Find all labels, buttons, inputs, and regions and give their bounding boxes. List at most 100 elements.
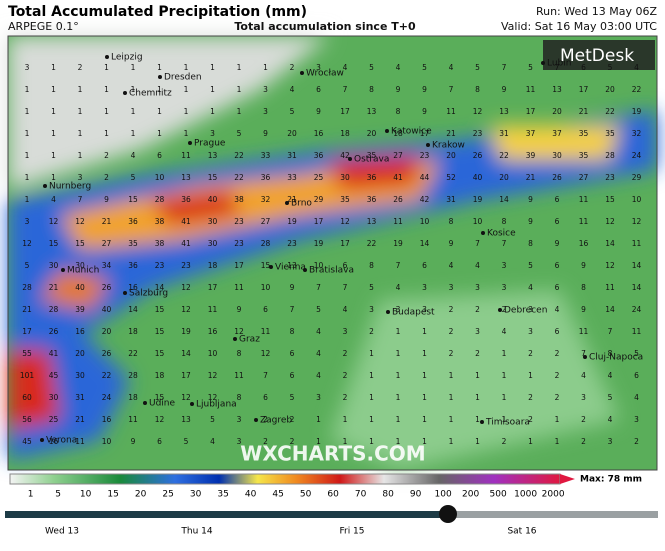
- city-dot: [123, 91, 127, 95]
- grid-value: 5: [634, 349, 639, 358]
- legend-label: 500: [490, 490, 507, 500]
- legend-label: 35: [217, 490, 228, 500]
- grid-value: 25: [49, 415, 59, 424]
- grid-value: 4: [581, 371, 586, 380]
- grid-value: 8: [608, 349, 613, 358]
- grid-value: 12: [181, 393, 191, 402]
- grid-value: 1: [475, 393, 480, 402]
- grid-value: 2: [290, 415, 295, 424]
- grid-value: 21: [22, 305, 32, 314]
- grid-value: 15: [75, 239, 85, 248]
- grid-value: 37: [526, 129, 536, 138]
- grid-value: 12: [261, 349, 271, 358]
- legend-max: Max: 78 mm: [580, 475, 642, 485]
- grid-value: 15: [49, 239, 59, 248]
- grid-value: 16: [314, 129, 324, 138]
- grid-value: 23: [420, 151, 430, 160]
- grid-value: 1: [502, 393, 507, 402]
- grid-value: 3: [25, 217, 30, 226]
- grid-value: 1: [78, 107, 83, 116]
- grid-value: 41: [181, 217, 191, 226]
- grid-value: 38: [234, 195, 244, 204]
- grid-value: 17: [181, 371, 191, 380]
- grid-value: 1: [184, 85, 189, 94]
- grid-value: 23: [605, 173, 615, 182]
- city-dot: [385, 129, 389, 133]
- grid-value: 1: [237, 85, 242, 94]
- grid-value: 14: [155, 283, 165, 292]
- grid-value: 14: [632, 283, 642, 292]
- grid-value: 5: [608, 63, 613, 72]
- grid-value: 9: [528, 217, 533, 226]
- grid-value: 1: [422, 371, 427, 380]
- grid-value: 1: [369, 371, 374, 380]
- grid-value: 7: [555, 63, 560, 72]
- grid-value: 2: [104, 151, 109, 160]
- legend-label: 100: [435, 490, 452, 500]
- grid-value: 19: [473, 195, 483, 204]
- timeline-past: [5, 511, 450, 518]
- grid-value: 2: [104, 173, 109, 182]
- grid-value: 23: [287, 239, 297, 248]
- city-label: Udine: [149, 399, 176, 409]
- grid-value: 4: [634, 63, 639, 72]
- grid-value: 12: [605, 261, 615, 270]
- grid-value: 1: [237, 63, 242, 72]
- grid-value: 9: [449, 239, 454, 248]
- grid-value: 19: [314, 239, 324, 248]
- grid-value: 30: [340, 173, 350, 182]
- grid-value: 15: [155, 393, 165, 402]
- grid-value: 11: [526, 85, 536, 94]
- grid-value: 27: [579, 173, 589, 182]
- grid-value: 27: [261, 217, 271, 226]
- grid-value: 7: [581, 349, 586, 358]
- grid-value: 28: [605, 151, 615, 160]
- grid-value: 13: [367, 217, 377, 226]
- grid-value: 3: [608, 437, 613, 446]
- grid-value: 1: [396, 415, 401, 424]
- grid-value: 7: [290, 305, 295, 314]
- grid-value: 15: [155, 349, 165, 358]
- run: Run: Wed 13 May 06Z: [536, 5, 658, 18]
- grid-value: 44: [420, 173, 430, 182]
- grid-value: 1: [449, 437, 454, 446]
- grid-value: 1: [555, 437, 560, 446]
- city-label: Munich: [67, 266, 99, 276]
- city-label: Ostrava: [354, 155, 389, 165]
- grid-value: 21: [287, 195, 297, 204]
- grid-value: 38: [155, 239, 165, 248]
- grid-value: 1: [422, 393, 427, 402]
- legend-label: 40: [245, 490, 257, 500]
- grid-value: 37: [552, 129, 562, 138]
- grid-value: 29: [632, 173, 642, 182]
- grid-value: 16: [579, 239, 589, 248]
- grid-value: 1: [369, 393, 374, 402]
- grid-value: 11: [128, 415, 138, 424]
- city-label: Chemnitz: [129, 89, 172, 99]
- grid-value: 36: [261, 173, 271, 182]
- grid-value: 4: [210, 437, 215, 446]
- grid-value: 1: [25, 151, 30, 160]
- grid-value: 5: [369, 283, 374, 292]
- grid-value: 4: [51, 195, 56, 204]
- city-label: Salzburg: [129, 289, 168, 299]
- grid-value: 22: [367, 239, 377, 248]
- grid-value: 35: [128, 239, 138, 248]
- grid-value: 3: [25, 63, 30, 72]
- grid-value: 7: [343, 85, 348, 94]
- grid-value: 6: [634, 371, 639, 380]
- grid-value: 1: [502, 415, 507, 424]
- grid-value: 1: [25, 195, 30, 204]
- legend-label: 20: [135, 490, 147, 500]
- grid-value: 22: [605, 107, 615, 116]
- city-label: Wrocław: [306, 69, 344, 79]
- grid-value: 17: [579, 85, 589, 94]
- grid-value: 1: [475, 437, 480, 446]
- grid-value: 10: [102, 437, 112, 446]
- grid-value: 21: [526, 173, 536, 182]
- timeline-handle[interactable]: [439, 505, 457, 523]
- city-dot: [40, 438, 44, 442]
- grid-value: 3: [316, 393, 321, 402]
- grid-value: 12: [22, 239, 32, 248]
- grid-value: 35: [367, 151, 377, 160]
